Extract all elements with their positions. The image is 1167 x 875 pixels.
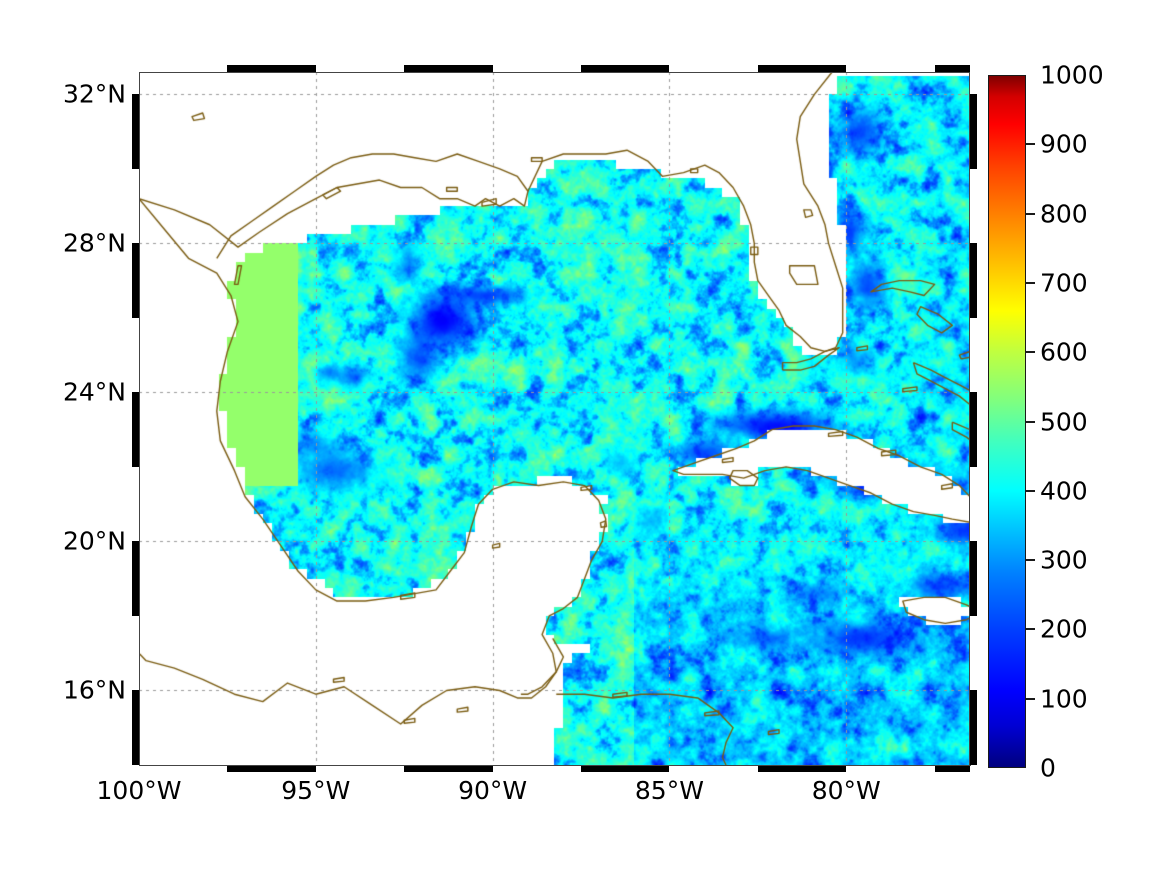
axes-spine-top [139,72,970,73]
colorbar-tick-mark [1026,281,1035,284]
map-frame-bottom [139,765,970,772]
colorbar-tick-mark [1026,420,1035,423]
y-tick-label: 28°N [62,228,126,258]
colorbar-tick-mark [1026,628,1035,631]
x-tick-label: 95°W [281,776,351,805]
map-frame-right [970,72,977,765]
x-tick-label: 80°W [811,776,881,805]
axes-spine-left [139,72,140,765]
colorbar-tick-mark [1026,559,1035,562]
axes-spine-right [969,72,970,766]
y-tick-label: 20°N [62,526,126,556]
colorbar-tick-label: 200 [1040,614,1088,644]
colorbar-tick-label: 700 [1040,268,1088,298]
colorbar-tick-label: 800 [1040,199,1088,229]
y-tick-label: 16°N [62,675,126,705]
colorbar-tick-mark [1026,489,1035,492]
x-tick-label: 90°W [458,776,528,805]
colorbar[interactable] [988,75,1026,768]
map-axes[interactable] [139,72,970,765]
map-frame-left [132,72,139,765]
colorbar-tick-label: 1000 [1040,60,1104,90]
colorbar-tick-label: 0 [1040,753,1056,783]
colorbar-tick-mark [1026,212,1035,215]
colorbar-tick-label: 100 [1040,684,1088,714]
y-tick-label: 24°N [62,377,126,407]
colorbar-tick-label: 500 [1040,407,1088,436]
colorbar-tick-mark [1026,143,1035,146]
x-tick-label: 100°W [96,776,182,805]
colorbar-tick-mark [1026,697,1035,700]
colorbar-tick-label: 300 [1040,545,1088,575]
colorbar-tick-label: 900 [1040,129,1088,159]
y-tick-label: 32°N [62,79,126,109]
colorbar-tick-label: 600 [1040,337,1088,367]
map-heatmap-layer [139,72,970,765]
colorbar-tick-mark [1026,351,1035,354]
map-frame-top [139,65,970,72]
colorbar-tick-label: 400 [1040,476,1088,506]
x-tick-label: 85°W [634,776,704,805]
axes-spine-bottom [139,765,971,766]
